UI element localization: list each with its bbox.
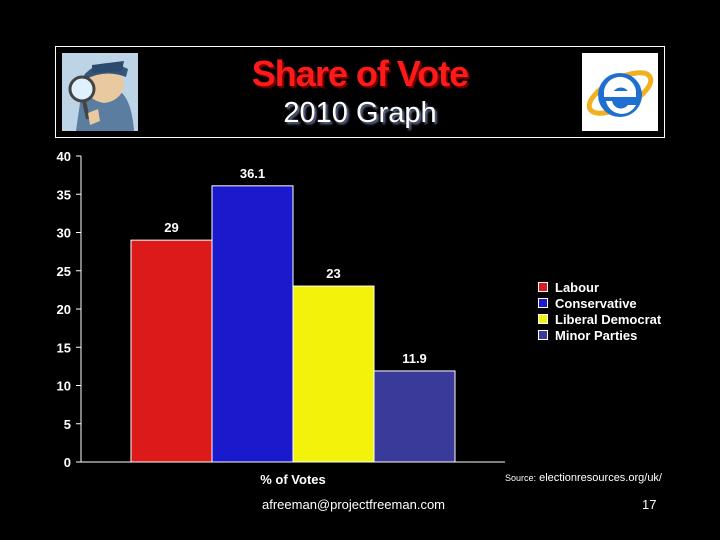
source-note: Source: electionresources.org/uk/ (505, 472, 662, 484)
legend-item: Labour (538, 279, 661, 295)
chart-subtitle: 2010 Graph (283, 97, 437, 129)
y-tick-label: 30 (57, 226, 71, 241)
bar-conservative (211, 185, 294, 463)
legend-item: Conservative (538, 295, 661, 311)
bar-labour (130, 239, 213, 463)
detective-magnifier-icon (62, 53, 138, 131)
x-category-label: % of Votes (260, 472, 326, 487)
legend-item: Liberal Democrat (538, 311, 661, 327)
y-tick-label: 25 (57, 264, 71, 279)
y-tick-label: 40 (57, 149, 71, 164)
legend-label: Minor Parties (555, 327, 638, 343)
y-tick-label: 0 (64, 455, 71, 470)
legend-label: Liberal Democrat (555, 311, 662, 327)
chart-title: Share of Vote (251, 53, 469, 94)
data-label: 29 (164, 220, 178, 235)
y-tick-label: 15 (57, 340, 71, 355)
footer-email: afreeman@projectfreeman.com (262, 497, 445, 512)
legend-swatch (538, 330, 548, 340)
legend-label: Conservative (555, 295, 637, 311)
bar-minor-parties (373, 370, 456, 463)
legend-swatch (538, 314, 548, 324)
source-text: electionresources.org/uk/ (539, 472, 662, 484)
title-banner: Share of Vote 2010 Graph (55, 46, 665, 138)
legend-swatch (538, 298, 548, 308)
y-tick-label: 35 (57, 187, 71, 202)
legend-label: Labour (555, 279, 600, 295)
legend-item: Minor Parties (538, 327, 661, 343)
internet-explorer-icon (582, 53, 658, 131)
y-tick-label: 5 (64, 417, 71, 432)
data-label: 11.9 (402, 351, 427, 366)
y-tick-label: 10 (57, 379, 71, 394)
y-tick-label: 20 (57, 302, 71, 317)
bar-liberal-democrat (292, 285, 375, 463)
legend: Labour Conservative Liberal Democrat Minor … (538, 279, 661, 343)
legend-swatch (538, 282, 548, 292)
page-number: 17 (642, 497, 657, 512)
data-label: 23 (326, 266, 340, 281)
data-label: 36.1 (240, 166, 265, 181)
source-label: Source: (505, 473, 537, 483)
